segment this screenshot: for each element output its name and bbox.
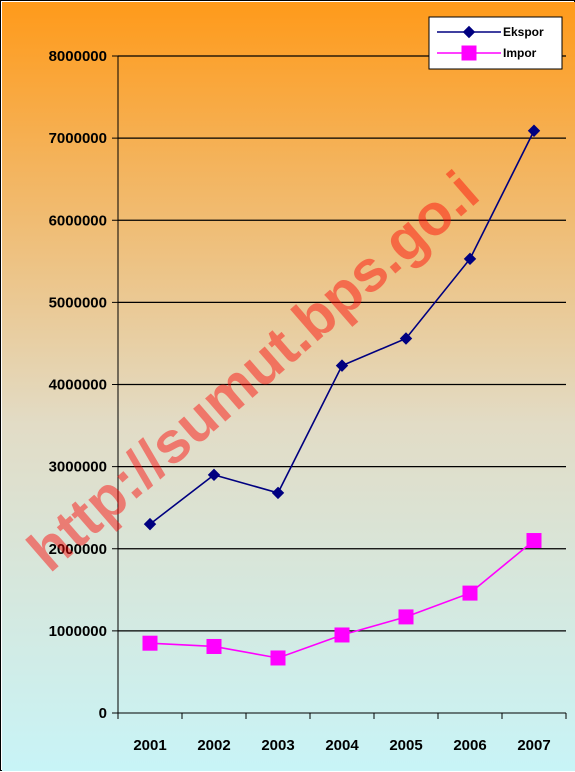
data-point-ekspor [527, 124, 541, 137]
y-tick-label: 1000000 [49, 623, 107, 640]
x-tick-label: 2003 [261, 737, 294, 754]
data-point-impor [270, 650, 286, 666]
data-point-impor [462, 585, 478, 601]
x-tick-label: 2004 [325, 737, 359, 754]
x-tick-label: 2005 [389, 737, 422, 754]
y-tick-label: 2000000 [49, 541, 107, 558]
data-point-impor [206, 638, 222, 654]
data-point-impor [398, 609, 414, 625]
data-point-impor [526, 533, 542, 549]
legend-label-ekspor: Ekspor [503, 25, 544, 39]
y-tick-label: 6000000 [49, 212, 107, 229]
legend: Ekspor Impor [428, 16, 563, 70]
y-tick-label: 0 [99, 705, 107, 722]
x-tick-label: 2007 [517, 737, 550, 754]
x-tick-label: 2001 [133, 737, 166, 754]
y-tick-label: 7000000 [49, 130, 107, 147]
data-point-impor [142, 635, 158, 651]
gridlines [118, 55, 566, 632]
legend-marker-impor [461, 45, 477, 61]
y-tick-label: 8000000 [49, 48, 107, 65]
x-tick-label: 2006 [453, 737, 486, 754]
legend-marker-ekspor [462, 25, 476, 39]
data-point-impor [334, 627, 350, 643]
data-point-ekspor [143, 517, 157, 531]
legend-box [428, 16, 563, 70]
axes: 0 1000000 2000000 3000000 4000000 5000000 6000… [49, 48, 567, 754]
y-tick-label: 5000000 [49, 294, 107, 311]
data-point-ekspor [271, 486, 285, 500]
data-point-ekspor [399, 332, 413, 345]
data-point-ekspor [463, 252, 477, 266]
y-tick-label: 4000000 [49, 377, 107, 394]
legend-label-impor: Impor [503, 46, 537, 60]
y-tick-label: 3000000 [49, 459, 107, 476]
series [142, 124, 542, 666]
data-point-ekspor [335, 359, 349, 372]
x-tick-label: 2002 [197, 737, 230, 754]
data-point-ekspor [207, 468, 221, 482]
